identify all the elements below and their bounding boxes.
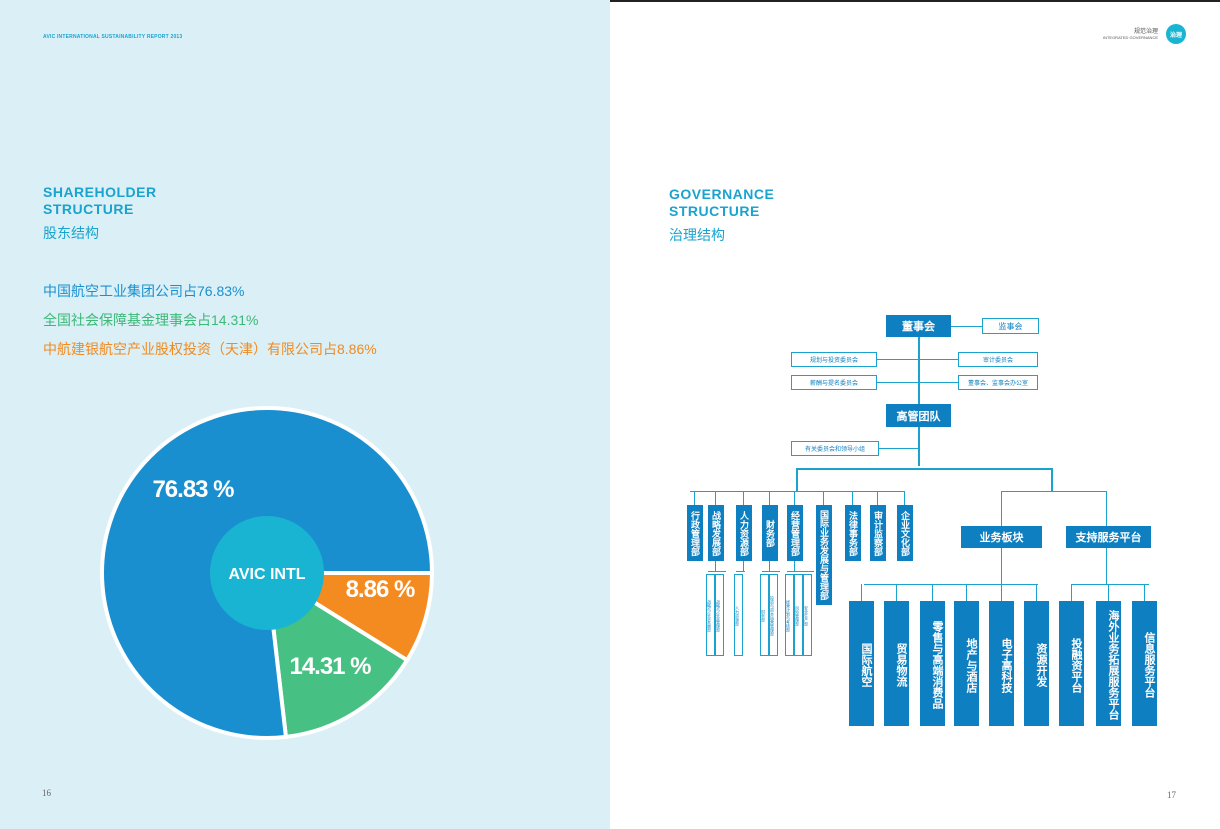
support-platforms-box: 支持服务平台: [1066, 526, 1151, 548]
segment-box: 资源开发: [1024, 601, 1049, 726]
report-header: AVIC INTERNATIONAL SUSTAINABILITY REPORT…: [43, 34, 183, 40]
board-box: 董事会: [886, 315, 951, 337]
segment-box: 地产与酒店: [954, 601, 979, 726]
pie-slice: [100, 406, 435, 740]
sub-unit-box: 战略与企业管理部: [715, 574, 724, 656]
pie-data-label: 8.86 %: [346, 576, 415, 603]
shareholder-pie-chart: AVIC INTL 76.83 % 14.31 % 8.86 %: [100, 406, 435, 740]
sub-unit-box: 安全生产部: [803, 574, 812, 656]
legend-item: 中航建银航空产业股权投资（天津）有限公司占8.86%: [43, 341, 377, 357]
department-box: 人力资源部: [736, 505, 752, 561]
right-page: 规范治理 INTEGRATED GOVERNANCE 治理 GOVERNANCE…: [610, 0, 1220, 829]
department-box: 战略发展部: [708, 505, 724, 561]
audit-committee-box: 审计委员会: [958, 352, 1038, 367]
page-title: GOVERNANCE STRUCTURE: [669, 186, 774, 220]
pie-data-label: 76.83 %: [152, 476, 234, 503]
segment-box: 国际航空: [849, 601, 874, 726]
pie-center: [210, 516, 324, 630]
management-box: 高管团队: [886, 404, 951, 427]
platform-box: 信息服务平台: [1132, 601, 1157, 726]
strategy-committee-box: 规划与投资委员会: [791, 352, 877, 367]
department-box: 国际业务发展与管理部: [816, 505, 832, 605]
pie-data-label: 14.31 %: [289, 653, 371, 680]
page-subtitle: 治理结构: [669, 227, 725, 243]
legend-item: 中国航空工业集团公司占76.83%: [43, 283, 245, 299]
page-title: SHAREHOLDER STRUCTURE: [43, 184, 157, 218]
page-number: 17: [1167, 790, 1176, 800]
platform-box: 海外业务拓展服务平台: [1096, 601, 1121, 726]
segment-box: 贸易物流: [884, 601, 909, 726]
sub-unit-box: 人力资源部: [734, 574, 743, 656]
section-header: 规范治理 INTEGRATED GOVERNANCE: [1103, 26, 1158, 40]
platform-box: 投融资平台: [1059, 601, 1084, 726]
supervisory-box: 监事会: [982, 318, 1039, 334]
segment-box: 零售与高端消费品: [920, 601, 945, 726]
board-office-box: 董事会、监事会办公室: [958, 375, 1038, 390]
sub-unit-box: 战略与企业发展部: [706, 574, 715, 656]
page-number: 16: [42, 788, 51, 798]
department-box: 经营管理部: [787, 505, 803, 561]
title-line-2: STRUCTURE: [43, 201, 134, 217]
department-box: 财务部: [762, 505, 778, 561]
sub-unit-box: 风险管理部: [794, 574, 803, 656]
left-page: AVIC INTERNATIONAL SUSTAINABILITY REPORT…: [0, 0, 610, 829]
sub-unit-box: 投资与资本运营管理部: [769, 574, 778, 656]
department-box: 法律事务部: [845, 505, 861, 561]
legend-item: 全国社会保障基金理事会占14.31%: [43, 312, 259, 328]
section-header-en: INTEGRATED GOVERNANCE: [1102, 35, 1158, 40]
pie-center-label: AVIC INTL: [228, 566, 305, 583]
section-badge: 治理: [1166, 24, 1186, 44]
sub-unit-box: 财务部: [760, 574, 769, 656]
department-box: 审计监察部: [870, 505, 886, 561]
sub-unit-box: 经营计划与考核部: [785, 574, 794, 656]
nomination-committee-box: 薪酬与提名委员会: [791, 375, 877, 390]
business-segments-box: 业务板块: [961, 526, 1042, 548]
title-line-1: SHAREHOLDER: [43, 184, 157, 200]
department-box: 行政管理部: [687, 505, 703, 561]
segment-box: 电子高科技: [989, 601, 1014, 726]
page-subtitle: 股东结构: [43, 225, 99, 241]
section-header-cn: 规范治理: [1133, 29, 1158, 35]
title-line-2: STRUCTURE: [669, 203, 760, 219]
special-committees-box: 有关委员会和领导小组: [791, 441, 879, 456]
department-box: 企业文化部: [897, 505, 913, 561]
title-line-1: GOVERNANCE: [669, 186, 775, 202]
